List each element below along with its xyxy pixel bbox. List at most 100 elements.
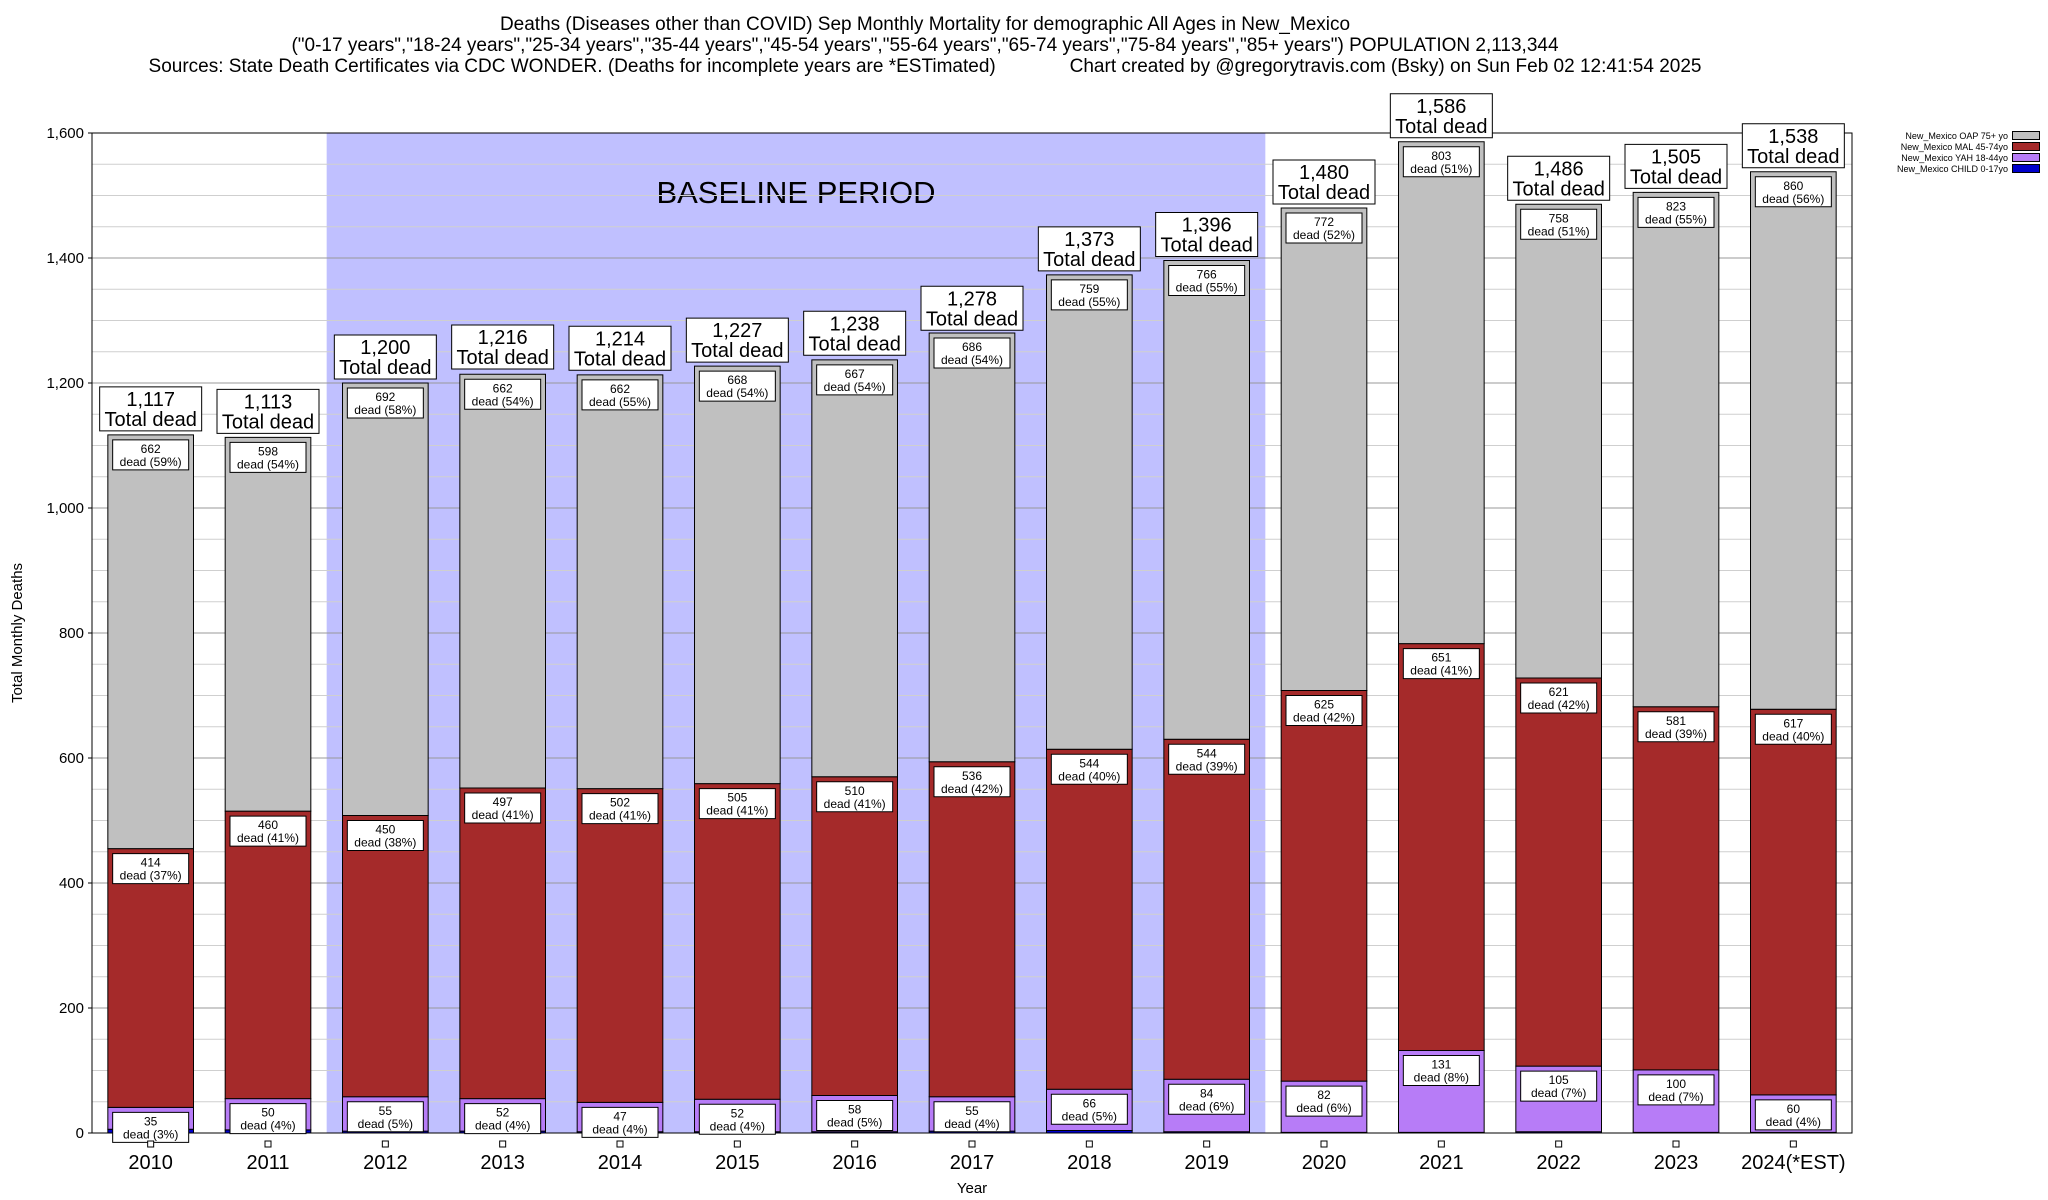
total-label-box [920, 285, 1024, 331]
segment-value-label: 662 [493, 381, 513, 395]
segment-label-box [581, 1106, 659, 1138]
segment-label-box [1285, 212, 1363, 244]
bar-segment [576, 788, 664, 1103]
segment-percent-label: dead (4%) [240, 1119, 295, 1133]
segment-value-label: 803 [1431, 149, 1451, 163]
bar-segment [459, 787, 546, 1100]
x-tick-label: 2019 [1184, 1152, 1229, 1174]
segment-percent-label: dead (55%) [1058, 295, 1120, 309]
segment-label-box [698, 788, 776, 820]
segment-percent-label: dead (42%) [1293, 711, 1355, 725]
y-tick-label: 400 [59, 875, 84, 892]
segment-percent-label: dead (41%) [472, 808, 534, 822]
segment-percent-label: dead (58%) [354, 403, 416, 417]
bar-segment [811, 359, 898, 778]
y-tick-label: 1,200 [46, 375, 84, 392]
segment-percent-label: dead (56%) [1762, 192, 1824, 206]
segment-label-box [112, 439, 190, 471]
total-suffix-label: Total dead [105, 409, 197, 431]
total-value-label: 1,238 [830, 313, 880, 335]
bar-segment [1398, 643, 1485, 1051]
x-tick-label: 2015 [715, 1152, 760, 1174]
x-axis-label: Year [957, 1180, 987, 1197]
segment-label-box [464, 1103, 542, 1135]
total-value-label: 1,373 [1064, 229, 1114, 251]
segment-percent-label: dead (41%) [589, 809, 651, 823]
segment-percent-label: dead (3%) [123, 1127, 178, 1141]
segment-label-box [229, 815, 307, 847]
segment-label-box [229, 1103, 307, 1135]
bar-segment [1515, 203, 1602, 679]
child-marker [147, 1140, 155, 1148]
legend-label: New_Mexico YAH 18-44yo [1901, 152, 2008, 163]
segment-percent-label: dead (55%) [1176, 281, 1238, 295]
segment-label-box [1285, 1085, 1363, 1117]
legend-label: New_Mexico OAP 75+ yo [1905, 130, 2008, 141]
total-suffix-label: Total dead [1630, 166, 1722, 188]
y-tick-label: 1,400 [46, 250, 84, 267]
bar-segment [1163, 738, 1250, 1080]
legend-item: New_Mexico MAL 45-74yo [1897, 141, 2040, 152]
segment-label-box [1402, 648, 1480, 680]
x-tick-label: 2017 [950, 1152, 995, 1174]
bar-segment [107, 434, 194, 850]
bar-segment [342, 382, 429, 816]
bar-segment [107, 848, 194, 1108]
segment-label-box [1168, 265, 1246, 296]
total-label-box [1507, 155, 1611, 201]
segment-label-box [1050, 1093, 1128, 1125]
y-tick-label: 1,000 [46, 500, 84, 517]
total-label-box [685, 317, 789, 363]
segment-label-box [1168, 1083, 1246, 1115]
x-tick-label: 2014 [598, 1152, 643, 1174]
segment-percent-label: dead (39%) [1176, 759, 1238, 773]
total-label-box [1741, 123, 1845, 169]
segment-value-label: 759 [1079, 282, 1099, 296]
segment-percent-label: dead (52%) [1293, 228, 1355, 242]
child-marker [1085, 1140, 1093, 1148]
chart-sources: Sources: State Death Certificates via CD… [148, 56, 1702, 77]
total-label-box [451, 324, 555, 370]
total-value-label: 1,538 [1768, 126, 1818, 148]
bar-segment [1046, 274, 1133, 750]
total-value-label: 1,227 [712, 320, 762, 342]
segment-value-label: 84 [1200, 1086, 1214, 1100]
total-label-box [1272, 159, 1376, 205]
total-suffix-label: Total dead [926, 308, 1018, 330]
segment-percent-label: dead (5%) [1062, 1109, 1117, 1123]
total-suffix-label: Total dead [339, 357, 431, 379]
segment-value-label: 617 [1783, 716, 1803, 730]
segment-value-label: 52 [496, 1106, 510, 1120]
segment-percent-label: dead (8%) [1414, 1071, 1469, 1085]
segment-percent-label: dead (38%) [354, 836, 416, 850]
child-marker [499, 1140, 507, 1148]
segment-label-box [1754, 176, 1832, 208]
segment-label-box [1637, 711, 1715, 743]
legend-swatch [2012, 153, 2040, 162]
bar-segment [694, 783, 781, 1100]
segment-label-box [1050, 279, 1128, 311]
bar-segment [928, 332, 1016, 763]
segment-percent-label: dead (41%) [706, 804, 768, 818]
segment-value-label: 66 [1083, 1096, 1097, 1110]
segment-label-box [112, 853, 190, 885]
y-tick-label: 0 [76, 1125, 84, 1142]
segment-value-label: 510 [845, 784, 865, 798]
segment-value-label: 668 [727, 373, 747, 387]
segment-percent-label: dead (54%) [824, 380, 886, 394]
segment-percent-label: dead (59%) [120, 455, 182, 469]
segment-value-label: 662 [141, 442, 161, 456]
segment-value-label: 450 [375, 823, 395, 837]
segment-label-box [933, 1101, 1011, 1133]
segment-value-label: 662 [610, 382, 630, 396]
total-suffix-label: Total dead [691, 340, 783, 362]
segment-label-box [816, 364, 894, 396]
total-value-label: 1,505 [1651, 146, 1701, 168]
total-value-label: 1,586 [1416, 96, 1466, 118]
bar-segment [1750, 171, 1837, 710]
total-label-box [1389, 93, 1493, 139]
chart-legend: New_Mexico OAP 75+ yo New_Mexico MAL 45-7… [1897, 130, 2040, 174]
child-marker [1437, 1140, 1445, 1148]
segment-value-label: 60 [1787, 1102, 1801, 1116]
y-tick-label: 200 [59, 1000, 84, 1017]
